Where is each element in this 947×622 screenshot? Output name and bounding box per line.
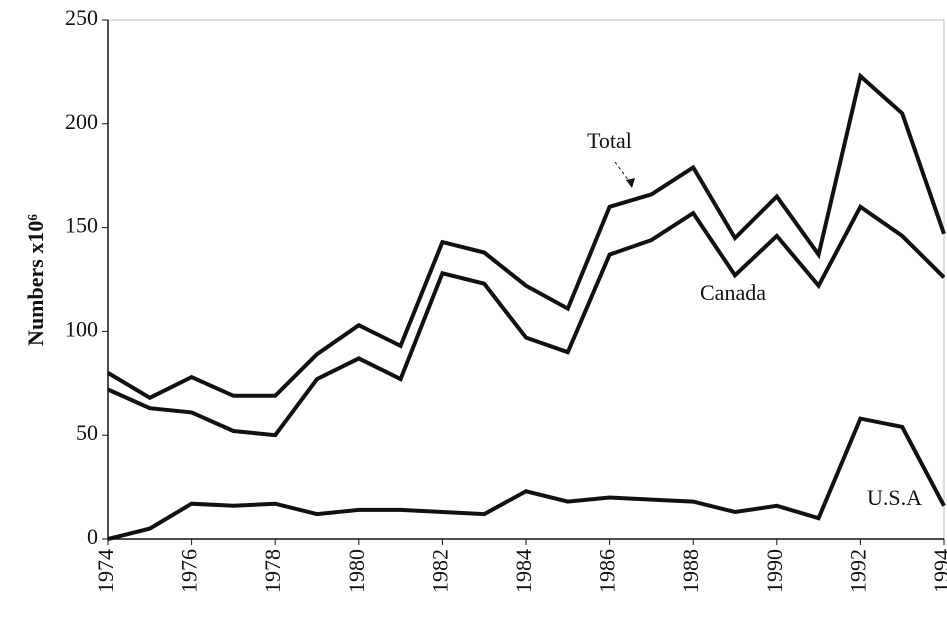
annotation-arrow	[614, 161, 633, 186]
x-tick-label: 1994	[929, 549, 947, 593]
series-line	[107, 203, 946, 438]
y-tick-label: 200	[65, 109, 98, 134]
x-tick-label: 1986	[595, 549, 620, 593]
x-tick-label: 1988	[678, 549, 703, 593]
x-tick-label: 1992	[845, 549, 870, 593]
y-tick-label: 250	[65, 5, 98, 30]
series-line	[106, 72, 946, 401]
y-tick-label: 0	[87, 524, 98, 549]
plot-frame	[107, 19, 945, 540]
x-tick-label: 1982	[427, 549, 452, 593]
y-tick-label: 50	[76, 420, 98, 445]
series-line	[107, 416, 946, 541]
x-tick-label: 1990	[762, 549, 787, 593]
series-label: Total	[587, 128, 632, 153]
series-label: Canada	[700, 280, 766, 305]
x-tick-label: 1984	[511, 549, 536, 593]
y-tick-label: 150	[65, 213, 98, 238]
annotation-arrowhead	[626, 178, 635, 188]
x-tick-label: 1978	[260, 549, 285, 593]
x-tick-label: 1976	[177, 549, 202, 593]
x-tick-label: 1974	[93, 549, 118, 593]
y-tick-label: 100	[65, 316, 98, 341]
x-tick-label: 1980	[344, 549, 369, 593]
series-label: U.S.A	[867, 485, 922, 510]
y-axis-label: Numbers x10⁶	[23, 214, 48, 346]
